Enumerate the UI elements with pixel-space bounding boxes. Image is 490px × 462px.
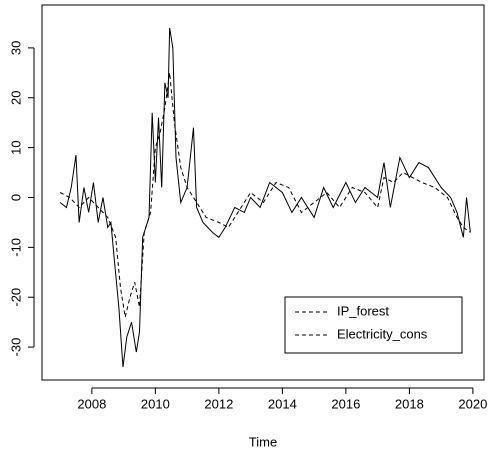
x-tick-label: 2008 (77, 396, 106, 411)
plot-frame (41, 4, 485, 381)
y-tick-label: 10 (8, 140, 23, 154)
x-tick-label: 2010 (141, 396, 170, 411)
legend-box (284, 296, 463, 354)
y-tick-label: -20 (8, 288, 23, 307)
y-tick-label: 0 (8, 194, 23, 201)
legend-label: IP_forest (337, 303, 389, 318)
x-tick-label: 2014 (268, 396, 297, 411)
x-tick-label: 2016 (331, 396, 360, 411)
y-tick-label: 20 (8, 91, 23, 105)
series-line (59, 72, 471, 318)
y-tick-label: 30 (8, 41, 23, 55)
y-tick-label: -10 (8, 238, 23, 257)
x-axis-label: Time (249, 434, 277, 449)
x-tick-label: 2018 (395, 396, 424, 411)
legend-label: Electricity_cons (337, 326, 428, 341)
y-tick-label: -30 (8, 338, 23, 357)
x-tick-label: 2020 (458, 396, 487, 411)
x-tick-label: 2012 (204, 396, 233, 411)
